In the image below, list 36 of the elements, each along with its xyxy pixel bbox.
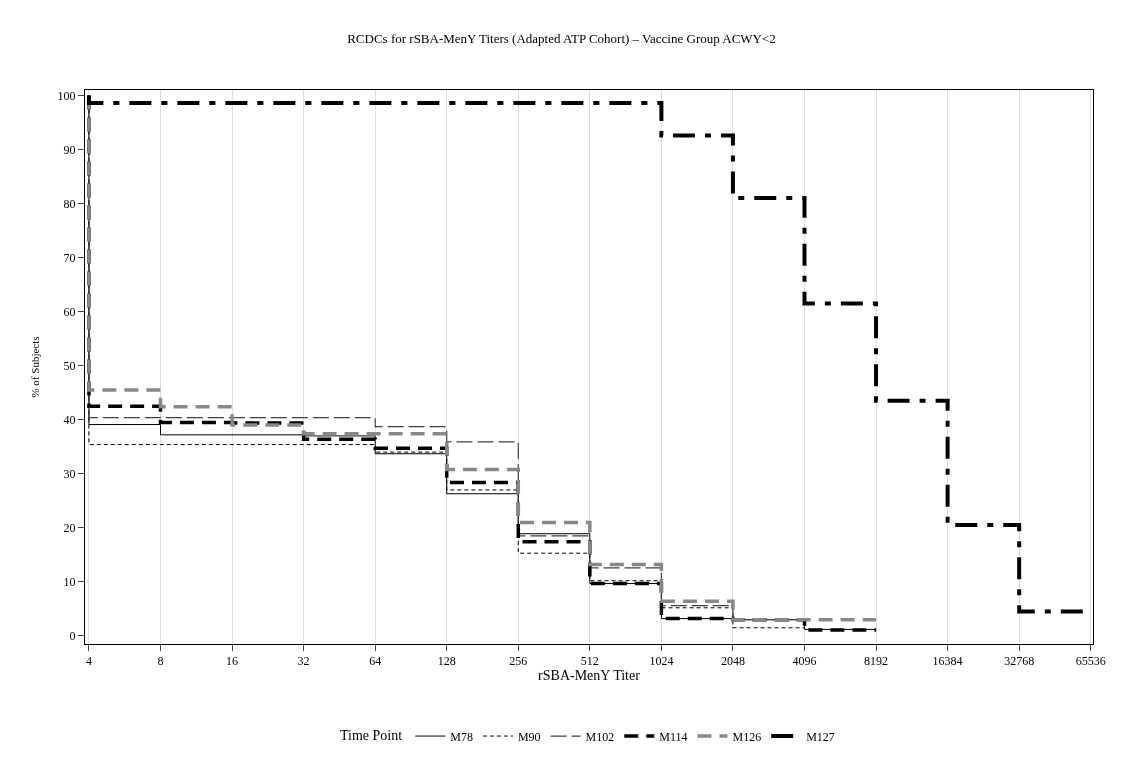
y-tick-label: 30 — [63, 466, 76, 481]
legend-label: M102 — [585, 729, 615, 744]
y-tick-label: 40 — [63, 412, 76, 427]
y-tick-label: 90 — [63, 142, 76, 157]
legend-title: Time Point — [340, 727, 403, 743]
x-tick-label: 2048 — [720, 654, 745, 669]
legend-label: M114 — [659, 729, 688, 744]
y-tick-label: 70 — [63, 250, 76, 265]
x-axis-title: rSBA-MenY Titer — [538, 668, 641, 684]
y-tick-label: 10 — [63, 575, 76, 590]
y-tick-label: 20 — [63, 521, 76, 535]
x-tick-label: 32768 — [1004, 654, 1035, 669]
x-tick-label: 32 — [297, 654, 310, 669]
legend-label: M78 — [450, 729, 473, 744]
x-tick-label: 4 — [85, 654, 92, 669]
legend-label: M90 — [517, 729, 541, 744]
chart-title: RCDCs for rSBA-MenY Titers (Adapted ATP Cohort) – Vaccine Group ACWY<2 — [347, 31, 776, 47]
x-tick-label: 8192 — [864, 654, 889, 669]
y-tick-label: 50 — [63, 358, 76, 373]
x-tick-label: 256 — [509, 654, 528, 669]
x-tick-label: 8 — [157, 654, 164, 669]
x-tick-label: 16384 — [932, 654, 963, 669]
legend-label: M127 — [806, 729, 835, 744]
y-tick-label: 80 — [63, 196, 76, 211]
x-tick-label: 128 — [437, 654, 456, 669]
y-tick-label: 60 — [63, 304, 76, 319]
y-tick-label: 0 — [69, 629, 76, 644]
y-axis-title: % of Subjects — [29, 336, 42, 398]
legend-label: M126 — [732, 729, 762, 744]
x-tick-label: 16 — [226, 654, 239, 669]
x-tick-label: 512 — [580, 654, 599, 669]
x-tick-label: 64 — [369, 654, 382, 669]
x-tick-label: 65536 — [1075, 654, 1106, 669]
x-tick-label: 4096 — [792, 654, 817, 669]
y-tick-label: 100 — [57, 88, 76, 103]
x-tick-label: 1024 — [649, 654, 674, 669]
